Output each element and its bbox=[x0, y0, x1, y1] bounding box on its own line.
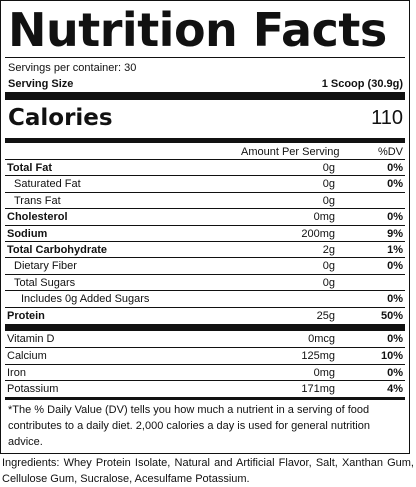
nutrient-name: Dietary Fiber bbox=[14, 260, 77, 273]
daily-value-footnote: *The % Daily Value (DV) tells you how mu… bbox=[8, 404, 370, 448]
nutrient-daily-value: 0% bbox=[387, 211, 403, 224]
nutrient-amount: 125mg bbox=[301, 350, 335, 363]
calories-thick-rule bbox=[5, 138, 405, 143]
nutrition-label: Nutrition Facts Servings per container: … bbox=[0, 0, 410, 454]
nutrient-row: Potassium 171mg 4% bbox=[5, 380, 405, 397]
nutrient-daily-value: 0% bbox=[387, 333, 403, 345]
nutrient-row: Total Fat 0g 0% bbox=[5, 159, 405, 176]
nutrient-daily-value: 1% bbox=[387, 244, 403, 256]
calories-value: 110 bbox=[371, 107, 403, 129]
nutrient-name: Total Sugars bbox=[14, 276, 76, 289]
nutrient-name: Vitamin D bbox=[7, 333, 55, 345]
nutrient-daily-value: 4% bbox=[387, 383, 403, 396]
nutrient-daily-value: 0% bbox=[387, 366, 403, 379]
nutrient-name: Protein bbox=[7, 309, 45, 322]
nutrient-amount: 0g bbox=[322, 178, 335, 191]
servings-per-container: Servings per container: 30 bbox=[8, 62, 137, 74]
nutrient-amount: 0g bbox=[322, 162, 335, 174]
nutrient-row: Iron 0mg 0% bbox=[5, 363, 405, 381]
footnote-rule bbox=[5, 397, 405, 400]
nutrient-daily-value: 0% bbox=[387, 260, 403, 273]
serving-size-label: Serving Size bbox=[8, 78, 74, 90]
nutrient-row: Dietary Fiber 0g 0% bbox=[5, 257, 405, 274]
daily-value-header: %DV bbox=[377, 146, 403, 158]
nutrient-daily-value: 0% bbox=[387, 293, 403, 306]
nutrient-name: Cholesterol bbox=[7, 211, 68, 224]
nutrient-name: Sodium bbox=[7, 227, 48, 240]
nutrient-name: Iron bbox=[7, 366, 26, 379]
label-title: Nutrition Facts bbox=[8, 3, 387, 57]
nutrient-row: Trans Fat 0g bbox=[5, 191, 405, 209]
nutrient-amount: 0mg bbox=[313, 366, 335, 379]
nutrient-daily-value: 10% bbox=[380, 350, 403, 363]
nutrient-row: Saturated Fat 0g 0% bbox=[5, 175, 405, 192]
nutrient-amount: 0mg bbox=[313, 211, 335, 224]
nutrient-row: Vitamin D 0mcg 0% bbox=[5, 331, 405, 347]
nutrient-amount: 0g bbox=[322, 260, 335, 273]
nutrient-daily-value: 0% bbox=[387, 178, 403, 191]
calories-label: Calories bbox=[8, 105, 113, 131]
nutrient-name: Saturated Fat bbox=[14, 178, 81, 191]
title-rule bbox=[5, 57, 405, 58]
protein-thick-rule bbox=[5, 324, 405, 331]
nutrient-row: Total Carbohydrate 2g 1% bbox=[5, 241, 405, 258]
nutrient-row: Includes 0g Added Sugars 0% bbox=[5, 290, 405, 307]
nutrient-row: Calcium 125mg 10% bbox=[5, 347, 405, 364]
nutrient-amount: 0g bbox=[322, 276, 335, 289]
nutrient-name: Total Carbohydrate bbox=[7, 244, 108, 256]
nutrient-amount: 0mcg bbox=[308, 333, 335, 345]
nutrient-name: Trans Fat bbox=[14, 194, 61, 207]
nutrient-amount: 25g bbox=[316, 309, 335, 322]
nutrient-daily-value: 50% bbox=[380, 309, 403, 322]
nutrient-amount: 0g bbox=[322, 194, 335, 207]
serving-size-value: 1 Scoop (30.9g) bbox=[321, 78, 403, 90]
nutrient-amount: 200mg bbox=[301, 227, 335, 240]
nutrient-amount: 171mg bbox=[301, 383, 335, 396]
ingredients-text: Ingredients: Whey Protein Isolate, Natur… bbox=[2, 457, 414, 485]
nutrient-name: Includes 0g Added Sugars bbox=[21, 293, 150, 306]
nutrient-amount: 2g bbox=[322, 244, 335, 256]
nutrient-row: Sodium 200mg 9% bbox=[5, 224, 405, 242]
serving-thick-rule bbox=[5, 92, 405, 100]
nutrient-row: Protein 25g 50% bbox=[5, 306, 405, 324]
nutrient-name: Potassium bbox=[7, 383, 59, 396]
nutrient-row: Cholesterol 0mg 0% bbox=[5, 208, 405, 225]
nutrient-name: Calcium bbox=[7, 350, 47, 363]
nutrient-row: Total Sugars 0g bbox=[5, 273, 405, 291]
nutrient-name: Total Fat bbox=[7, 162, 53, 174]
amount-per-serving-header: Amount Per Serving bbox=[241, 146, 340, 158]
nutrient-daily-value: 0% bbox=[387, 162, 403, 174]
nutrient-daily-value: 9% bbox=[387, 227, 403, 240]
